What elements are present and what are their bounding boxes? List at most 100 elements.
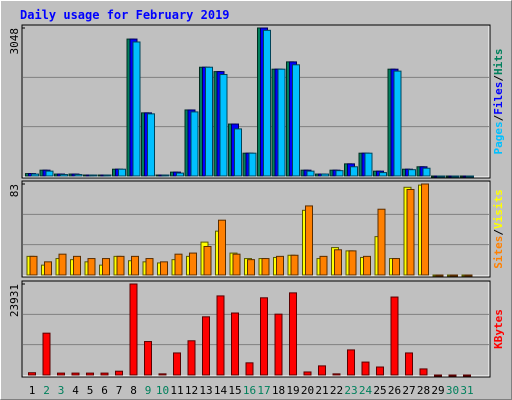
bar xyxy=(218,219,226,276)
bar xyxy=(305,205,313,276)
x-tick-label: 11 xyxy=(170,384,183,397)
x-tick-label: 20 xyxy=(301,384,314,397)
bar xyxy=(434,374,442,377)
bar xyxy=(147,113,155,177)
bar xyxy=(89,174,97,177)
x-tick-label: 15 xyxy=(228,384,241,397)
y-tick-label: 23931 xyxy=(8,284,21,317)
legend-entry: KBytes xyxy=(492,309,505,349)
panel xyxy=(21,280,491,378)
legend: Sites/Visits xyxy=(492,189,505,269)
bar xyxy=(87,258,96,276)
legend-entry: Pages xyxy=(492,121,505,154)
bar xyxy=(116,255,125,276)
legend-separator: / xyxy=(492,229,505,236)
bar xyxy=(173,352,181,376)
x-tick-label: 24 xyxy=(359,384,373,397)
bar xyxy=(376,366,384,376)
bar xyxy=(60,174,68,177)
bar xyxy=(277,68,286,177)
bar xyxy=(448,374,457,377)
bar xyxy=(160,261,168,276)
bar xyxy=(190,111,199,177)
bar xyxy=(364,152,373,177)
bar xyxy=(318,365,326,376)
legend-entry: Sites xyxy=(492,236,505,269)
bar xyxy=(161,174,170,177)
bar xyxy=(58,253,67,276)
chart-title: Daily usage for February 2019 xyxy=(20,8,230,22)
bar xyxy=(437,175,445,178)
bar xyxy=(276,255,284,276)
x-tick-label: 14 xyxy=(214,384,228,397)
bar xyxy=(361,361,370,376)
bar xyxy=(73,255,81,276)
bar xyxy=(421,183,429,276)
x-tick-label: 17 xyxy=(257,384,270,397)
x-tick-label: 5 xyxy=(87,384,94,397)
x-tick-label: 4 xyxy=(72,384,79,397)
x-tick-label: 29 xyxy=(431,384,444,397)
bar xyxy=(422,167,431,177)
x-tick-label: 6 xyxy=(101,384,108,397)
bar xyxy=(231,312,239,376)
bar xyxy=(419,368,428,376)
bar xyxy=(274,313,283,376)
x-tick-label: 18 xyxy=(272,384,285,397)
bar xyxy=(189,252,197,276)
legend-entry: Files xyxy=(492,82,505,115)
x-tick-label: 31 xyxy=(460,384,473,397)
y-tick-label: 83 xyxy=(8,184,21,197)
bar xyxy=(203,245,212,276)
bar xyxy=(261,258,270,276)
x-tick-label: 12 xyxy=(185,384,198,397)
x-tick-label: 2 xyxy=(43,384,50,397)
legend-entry: Visits xyxy=(492,189,505,229)
bar xyxy=(247,259,255,276)
bar xyxy=(202,316,210,376)
bar xyxy=(74,174,83,177)
bar xyxy=(450,274,458,277)
bar xyxy=(103,174,112,177)
bar xyxy=(292,64,300,177)
bar xyxy=(45,170,54,177)
bar xyxy=(158,373,167,376)
y-tick-label: 3048 xyxy=(8,28,21,55)
bar xyxy=(219,74,228,177)
bar xyxy=(451,175,460,178)
panel-bevel xyxy=(23,182,490,277)
bar xyxy=(408,169,416,177)
bar xyxy=(102,258,110,276)
bar xyxy=(216,295,225,376)
legend-separator: / xyxy=(492,114,505,121)
bar xyxy=(71,372,80,376)
x-tick-label: 13 xyxy=(199,384,212,397)
x-tick-label: 23 xyxy=(344,384,357,397)
bar xyxy=(176,172,184,177)
bar xyxy=(57,372,65,376)
x-tick-label: 7 xyxy=(116,384,123,397)
legend: KBytes xyxy=(492,309,505,349)
panel-bevel xyxy=(23,26,490,178)
panel-bevel xyxy=(23,282,490,377)
bar xyxy=(44,261,52,276)
bar xyxy=(28,372,36,376)
bar xyxy=(132,41,141,177)
bar xyxy=(406,188,415,276)
bar xyxy=(390,296,399,376)
bar xyxy=(321,173,329,177)
x-tick-label: 26 xyxy=(388,384,401,397)
bar xyxy=(332,373,341,376)
x-tick-label: 22 xyxy=(330,384,343,397)
x-tick-label: 27 xyxy=(402,384,415,397)
bar xyxy=(334,249,342,276)
bar xyxy=(29,255,38,276)
x-tick-label: 30 xyxy=(446,384,459,397)
bar xyxy=(289,292,297,376)
bar xyxy=(118,168,126,177)
legend-entry: Hits xyxy=(492,49,505,76)
bar xyxy=(347,349,355,376)
bar xyxy=(435,274,444,277)
